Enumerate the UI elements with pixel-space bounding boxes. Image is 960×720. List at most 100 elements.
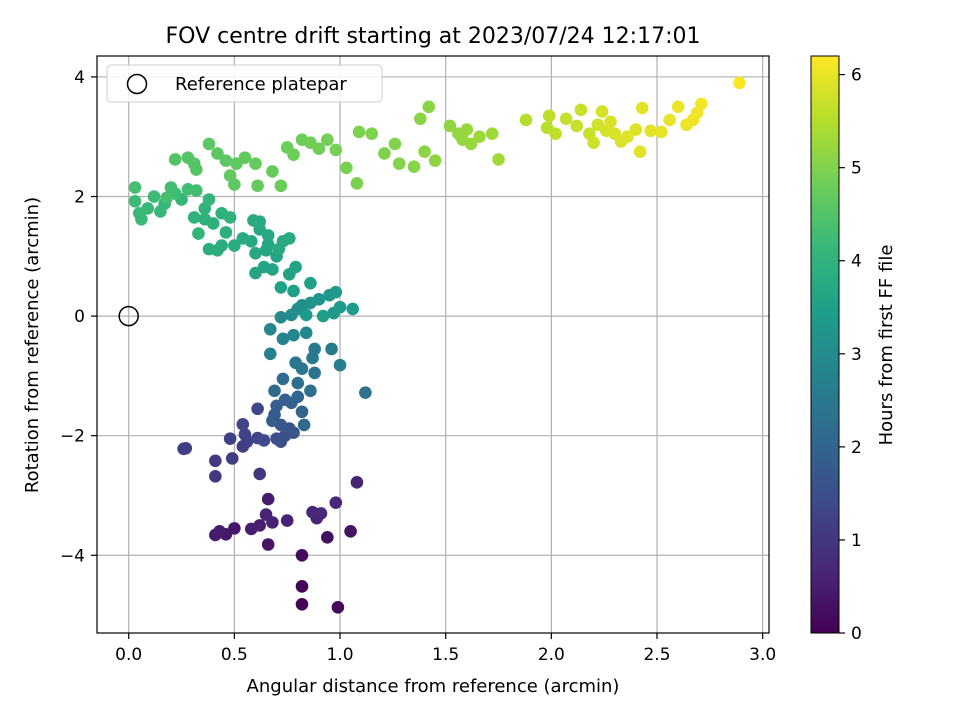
data-point bbox=[574, 103, 588, 117]
x-tick-label: 2.5 bbox=[643, 645, 670, 665]
colorbar-tick-label: 3 bbox=[851, 345, 862, 365]
data-point bbox=[407, 160, 421, 173]
data-point bbox=[276, 332, 290, 346]
data-point bbox=[211, 244, 224, 257]
data-point bbox=[299, 308, 313, 322]
data-point bbox=[228, 239, 241, 252]
colorbar-tick-label: 1 bbox=[851, 531, 862, 551]
data-point bbox=[604, 115, 617, 129]
y-axis-label: Rotation from reference (arcmin) bbox=[22, 197, 43, 493]
data-point bbox=[280, 514, 294, 527]
chart-title: FOV centre drift starting at 2023/07/24 … bbox=[166, 24, 701, 49]
data-point bbox=[261, 238, 275, 251]
data-point bbox=[190, 163, 203, 176]
data-point bbox=[365, 127, 379, 141]
data-point bbox=[340, 161, 353, 175]
x-tick-label: 0.5 bbox=[221, 645, 248, 665]
data-point bbox=[295, 362, 309, 376]
data-point bbox=[272, 242, 286, 256]
data-point bbox=[259, 508, 273, 521]
data-point bbox=[289, 260, 302, 274]
data-point bbox=[128, 181, 142, 194]
data-point bbox=[663, 113, 676, 127]
data-point bbox=[219, 154, 233, 167]
x-tick-label: 0.0 bbox=[115, 645, 142, 665]
colorbar-tick-label: 5 bbox=[851, 159, 862, 179]
data-point bbox=[443, 119, 457, 133]
data-point bbox=[274, 281, 288, 294]
data-point bbox=[295, 548, 309, 562]
data-point bbox=[304, 276, 317, 290]
data-point bbox=[635, 101, 649, 115]
data-point bbox=[428, 154, 442, 167]
data-point bbox=[359, 386, 372, 399]
data-point bbox=[236, 418, 250, 431]
legend-box bbox=[106, 64, 383, 103]
y-axis-ticks: −4 −2 0 2 4 bbox=[60, 68, 97, 566]
data-point bbox=[249, 247, 262, 260]
data-point bbox=[295, 597, 309, 611]
colorbar-tick-label: 4 bbox=[851, 252, 862, 272]
data-point bbox=[295, 580, 309, 593]
data-point bbox=[274, 310, 288, 324]
data-point bbox=[321, 133, 334, 147]
plot-frame bbox=[96, 55, 770, 634]
data-point bbox=[253, 519, 267, 532]
data-point bbox=[312, 293, 326, 306]
colorbar bbox=[810, 55, 840, 634]
data-point bbox=[283, 232, 296, 245]
data-point bbox=[274, 179, 288, 193]
data-point bbox=[304, 384, 317, 398]
data-point bbox=[291, 376, 305, 390]
y-tick-label: 4 bbox=[74, 68, 85, 88]
data-point bbox=[209, 454, 222, 468]
data-point bbox=[249, 266, 262, 280]
legend: Reference platepar bbox=[106, 64, 383, 103]
data-point bbox=[198, 212, 212, 226]
data-point bbox=[312, 142, 326, 155]
data-point bbox=[179, 441, 193, 455]
x-axis-label: Angular distance from reference (arcmin) bbox=[247, 676, 620, 697]
data-point bbox=[308, 366, 321, 380]
data-point bbox=[633, 145, 647, 158]
data-point bbox=[251, 179, 264, 193]
data-point bbox=[331, 600, 345, 614]
colorbar-label: Hours from first FF file bbox=[876, 245, 897, 446]
data-point bbox=[261, 492, 275, 506]
data-point bbox=[492, 153, 505, 166]
data-point bbox=[485, 127, 499, 141]
data-point bbox=[352, 125, 366, 139]
data-point bbox=[297, 418, 311, 432]
data-point bbox=[236, 232, 250, 245]
data-point bbox=[266, 414, 279, 428]
colorbar-ticks: 0 1 2 3 4 5 6 bbox=[839, 66, 862, 644]
data-point bbox=[160, 191, 174, 205]
data-point bbox=[287, 426, 300, 439]
data-point bbox=[287, 148, 300, 161]
data-point bbox=[238, 151, 252, 164]
data-point bbox=[473, 130, 486, 144]
data-point bbox=[329, 496, 343, 509]
data-point bbox=[238, 428, 252, 441]
data-point bbox=[202, 137, 216, 151]
data-point bbox=[251, 402, 264, 416]
data-point bbox=[570, 119, 583, 133]
data-point bbox=[261, 229, 275, 242]
data-point bbox=[350, 177, 364, 190]
data-point bbox=[253, 215, 267, 228]
data-point bbox=[542, 109, 556, 123]
legend-marker bbox=[126, 73, 148, 95]
data-point bbox=[350, 476, 364, 489]
y-tick-label: 2 bbox=[74, 188, 85, 208]
data-point bbox=[559, 112, 573, 126]
data-point bbox=[308, 342, 321, 356]
data-point bbox=[168, 153, 182, 166]
data-point bbox=[695, 97, 708, 111]
y-tick-label: 0 bbox=[74, 307, 85, 327]
data-point bbox=[321, 531, 334, 544]
data-point bbox=[128, 194, 142, 208]
x-tick-label: 2.0 bbox=[538, 645, 565, 665]
data-point bbox=[344, 525, 357, 538]
data-point bbox=[190, 184, 203, 197]
